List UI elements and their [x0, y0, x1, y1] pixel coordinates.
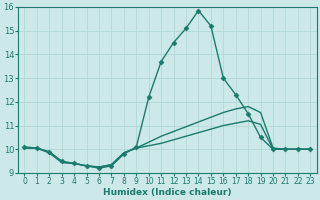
X-axis label: Humidex (Indice chaleur): Humidex (Indice chaleur) — [103, 188, 232, 197]
